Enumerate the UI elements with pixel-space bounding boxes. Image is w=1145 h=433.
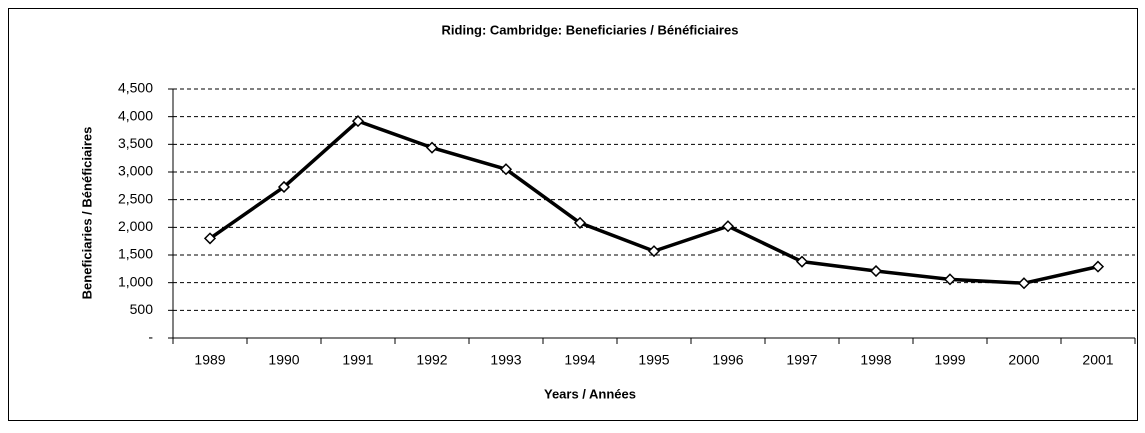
y-tick-label: - xyxy=(148,329,153,345)
x-tick-label: 1992 xyxy=(416,352,447,368)
y-tick-label: 4,000 xyxy=(118,107,153,123)
x-tick-label: 1990 xyxy=(268,352,299,368)
x-tick-label: 1996 xyxy=(712,352,743,368)
y-tick-label: 1,500 xyxy=(118,246,153,262)
point-marker xyxy=(721,220,735,233)
x-tick-label: 1991 xyxy=(342,352,373,368)
y-axis-label: Beneficiaries / Bénéficiaires xyxy=(79,127,94,300)
x-tick-label: 2000 xyxy=(1008,352,1039,368)
x-tick-label: 1995 xyxy=(638,352,669,368)
y-tick-label: 3,500 xyxy=(118,135,153,151)
point-marker xyxy=(795,255,809,268)
chart-border xyxy=(8,8,1138,421)
x-tick-label: 1994 xyxy=(564,352,595,368)
y-tick-label: 1,000 xyxy=(118,273,153,289)
chart-title: Riding: Cambridge: Beneficiaries / Bénéf… xyxy=(442,22,739,37)
point-marker xyxy=(573,216,587,229)
x-tick-label: 1993 xyxy=(490,352,521,368)
y-tick-label: 2,500 xyxy=(118,190,153,206)
x-tick-label: 1989 xyxy=(194,352,225,368)
y-tick-label: 500 xyxy=(130,301,154,317)
point-marker xyxy=(943,273,957,286)
point-marker xyxy=(425,141,439,154)
x-tick-label: 1997 xyxy=(786,352,817,368)
point-marker xyxy=(1017,277,1031,290)
x-tick-label: 2001 xyxy=(1082,352,1113,368)
y-tick-label: 2,000 xyxy=(118,218,153,234)
y-tick-label: 3,000 xyxy=(118,163,153,179)
point-marker xyxy=(203,232,217,245)
y-tick-label: 4,500 xyxy=(118,80,153,96)
x-tick-label: 1999 xyxy=(934,352,965,368)
x-tick-label: 1998 xyxy=(860,352,891,368)
point-marker xyxy=(351,115,365,128)
point-marker xyxy=(277,180,291,194)
point-marker xyxy=(647,245,661,258)
x-axis-label: Years / Années xyxy=(544,386,636,401)
point-marker xyxy=(499,163,513,176)
point-marker xyxy=(869,264,883,278)
point-marker xyxy=(1091,260,1105,273)
